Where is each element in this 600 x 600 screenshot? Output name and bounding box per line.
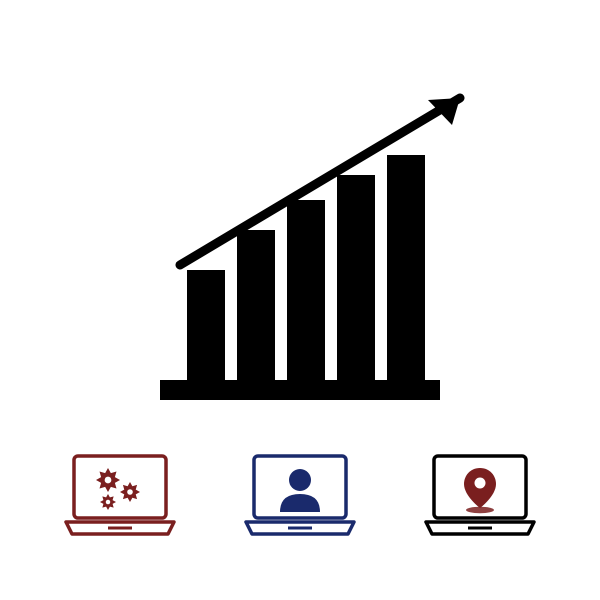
laptop-gears [60, 450, 180, 540]
chart-bar [187, 270, 225, 380]
chart-bar [287, 200, 325, 380]
laptop-person [240, 450, 360, 540]
infographic-canvas [0, 0, 600, 600]
chart-bar [237, 230, 275, 380]
growth-bar-chart [160, 90, 440, 400]
chart-bar [337, 175, 375, 380]
laptop-icons-row [0, 440, 600, 550]
chart-base [160, 380, 440, 400]
chart-bar [387, 155, 425, 380]
laptop-pin [420, 450, 540, 540]
